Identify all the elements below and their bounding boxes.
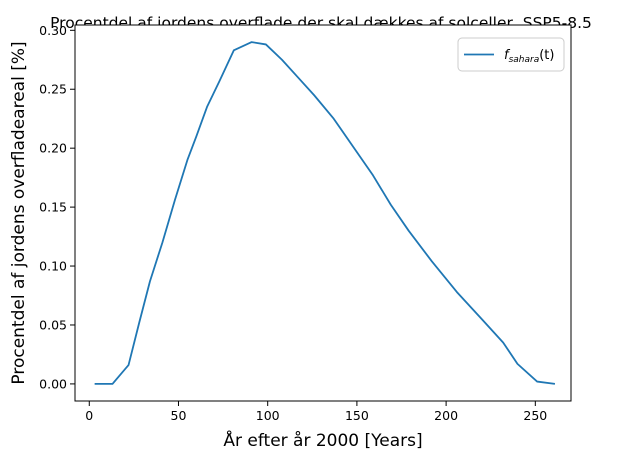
- y-tick-label: 0.20: [39, 141, 67, 156]
- x-tick-label: 100: [256, 408, 280, 423]
- series-layer: [94, 41, 556, 385]
- x-axis-label: År efter år 2000 [Years]: [223, 429, 422, 451]
- y-tick-label: 0.10: [39, 259, 67, 274]
- x-tick-label: 50: [171, 408, 187, 423]
- legend-subscript: sahara: [509, 55, 540, 65]
- x-tick-label: 200: [434, 408, 458, 423]
- y-tick-label: 0.30: [39, 23, 67, 38]
- y-tick-label: 0.15: [39, 200, 67, 215]
- y-axis-ticks: 0.00 0.05 0.10 0.15 0.20 0.25 0.30: [39, 23, 75, 391]
- legend-symbol: f: [504, 48, 511, 63]
- y-axis-label: Procentdel af jordens overfladeareal [%]: [9, 41, 29, 384]
- y-tick-label: 0.05: [39, 317, 67, 332]
- series-line-0: [94, 41, 556, 385]
- x-tick-label: 0: [85, 408, 93, 423]
- plot-frame: [74, 24, 572, 402]
- x-axis-ticks: 0 50 100 150 200 250: [85, 401, 547, 423]
- y-tick-label: 0.25: [39, 82, 67, 97]
- y-tick-label: 0.00: [39, 376, 67, 391]
- legend-argument: (t): [539, 48, 554, 63]
- x-tick-label: 150: [345, 408, 369, 423]
- plot-area: [75, 25, 571, 401]
- legend: fsahara(t): [457, 37, 565, 72]
- legend-entry-f-sahara: fsahara(t): [504, 48, 554, 65]
- x-tick-label: 250: [523, 408, 547, 423]
- plot-background: [75, 25, 571, 401]
- legend-box: [457, 37, 565, 72]
